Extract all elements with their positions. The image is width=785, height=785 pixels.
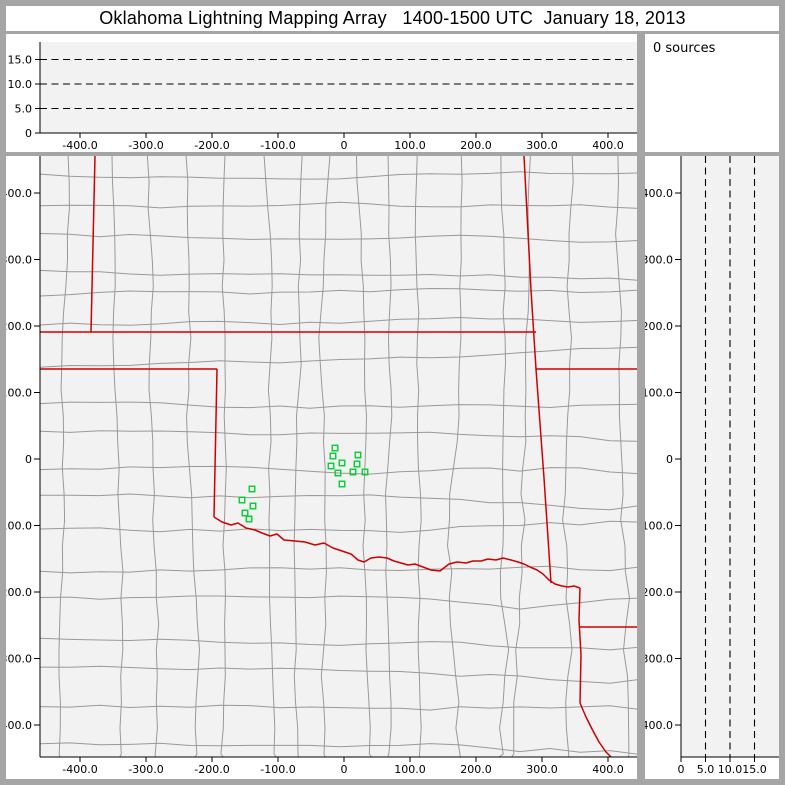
svg-text:100.0: 100.0 — [645, 386, 673, 399]
svg-text:100.0: 100.0 — [394, 139, 426, 152]
lma-station-marker — [241, 509, 249, 517]
state-border-west-state-line — [90, 156, 96, 333]
svg-text:400.0: 400.0 — [6, 187, 32, 200]
lma-station-marker — [338, 480, 346, 488]
svg-text:-300.0: -300.0 — [128, 763, 163, 776]
svg-text:-200.0: -200.0 — [194, 139, 229, 152]
svg-text:400.0: 400.0 — [645, 187, 673, 200]
svg-text:-100.0: -100.0 — [6, 519, 32, 532]
altitude-ew-plot: -400.0 -300.0 -200.0 -100.0 0 100.0 200.0 300.0… — [8, 42, 637, 152]
svg-text:0: 0 — [341, 139, 348, 152]
state-border-texas-louisiana-border — [579, 702, 612, 757]
svg-text:5.0: 5.0 — [15, 102, 33, 115]
svg-text:-100.0: -100.0 — [645, 519, 673, 532]
state-border-oklahoma-arkansas-border — [535, 368, 552, 584]
lma-station-marker — [249, 502, 257, 510]
state-border-red-river-oklahoma-texas-border — [213, 516, 581, 589]
state-border-texas-panhandle-east-border — [213, 368, 218, 518]
svg-text:-200.0: -200.0 — [6, 586, 32, 599]
svg-text:400.0: 400.0 — [592, 763, 624, 776]
svg-text:100.0: 100.0 — [6, 386, 32, 399]
svg-text:0: 0 — [25, 453, 32, 466]
svg-text:100.0: 100.0 — [394, 763, 426, 776]
svg-text:0: 0 — [666, 453, 673, 466]
source-count-label: 0 sources — [653, 41, 716, 56]
svg-text:-200.0: -200.0 — [194, 763, 229, 776]
svg-text:0: 0 — [341, 763, 348, 776]
svg-text:-300.0: -300.0 — [6, 652, 32, 665]
lma-station-marker — [331, 444, 339, 452]
svg-text:-100.0: -100.0 — [260, 763, 295, 776]
svg-text:-400.0: -400.0 — [6, 719, 32, 732]
svg-text:10.0: 10.0 — [718, 763, 743, 776]
panel-plan-view-map: -400.0 -300.0 -200.0 -100.0 0 100.0 200.0 300.0… — [6, 156, 637, 779]
panel-altitude-vs-ew: -400.0 -300.0 -200.0 -100.0 0 100.0 200.0 300.0… — [6, 34, 637, 152]
svg-text:-200.0: -200.0 — [645, 586, 673, 599]
svg-text:10.0: 10.0 — [8, 78, 33, 91]
svg-text:200.0: 200.0 — [645, 320, 673, 333]
figure-title: Oklahoma Lightning Mapping Array 1400-15… — [99, 8, 686, 28]
lma-station-marker — [245, 515, 253, 523]
svg-text:-300.0: -300.0 — [128, 139, 163, 152]
lma-station-marker — [238, 496, 246, 504]
svg-text:-400.0: -400.0 — [62, 139, 97, 152]
lma-station-marker — [334, 469, 342, 477]
svg-text:-300.0: -300.0 — [645, 652, 673, 665]
title-bar: Oklahoma Lightning Mapping Array 1400-15… — [6, 6, 779, 31]
lma-station-marker — [329, 452, 337, 460]
svg-text:200.0: 200.0 — [460, 763, 492, 776]
svg-text:-100.0: -100.0 — [260, 139, 295, 152]
lma-station-marker — [353, 460, 361, 468]
svg-text:15.0: 15.0 — [8, 53, 33, 66]
lma-station-marker — [354, 451, 362, 459]
panel-altitude-vs-ns: 0 5.010.015.0 400.0 300.0 200.0 100.0 0 -100.0 -… — [645, 156, 779, 779]
svg-text:300.0: 300.0 — [6, 253, 32, 266]
svg-text:0: 0 — [25, 127, 32, 140]
lma-station-marker — [327, 462, 335, 470]
svg-text:-400.0: -400.0 — [645, 719, 673, 732]
altitude-ns-plot: 0 5.010.015.0 400.0 300.0 200.0 100.0 0 -100.0 -… — [645, 156, 779, 776]
panel-source-count: 0 sources — [645, 34, 779, 152]
lma-station-marker — [361, 468, 369, 476]
lma-station-marker — [349, 468, 357, 476]
svg-text:300.0: 300.0 — [526, 139, 558, 152]
lma-station-marker — [248, 485, 256, 493]
state-border-missouri-west-border — [523, 156, 537, 370]
lma-station-marker — [338, 459, 346, 467]
svg-text:400.0: 400.0 — [592, 139, 624, 152]
svg-text:200.0: 200.0 — [6, 320, 32, 333]
svg-text:300.0: 300.0 — [526, 763, 558, 776]
svg-text:15.0: 15.0 — [742, 763, 767, 776]
svg-text:-400.0: -400.0 — [62, 763, 97, 776]
plan-view-map: -400.0 -300.0 -200.0 -100.0 0 100.0 200.0 300.0… — [6, 156, 637, 776]
svg-text:5.0: 5.0 — [697, 763, 715, 776]
svg-text:200.0: 200.0 — [460, 139, 492, 152]
svg-text:300.0: 300.0 — [645, 253, 673, 266]
state-border-texas-arkansas-border — [578, 587, 582, 704]
svg-text:0: 0 — [678, 763, 685, 776]
